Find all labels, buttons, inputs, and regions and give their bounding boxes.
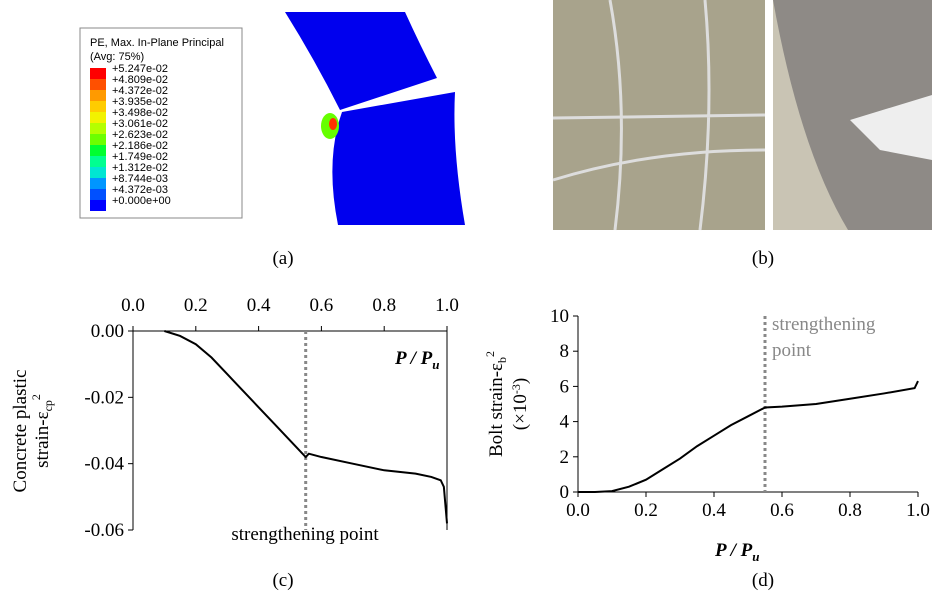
panel-label: (c)	[272, 570, 293, 591]
y-tick-label: -0.04	[84, 454, 124, 475]
y-tick-label: 10	[550, 306, 569, 327]
panel-label: (b)	[752, 248, 774, 269]
legend-box	[79, 27, 243, 219]
legend-label: +0.000e+00	[112, 195, 171, 207]
legend-label: +4.809e-02	[112, 74, 168, 86]
y-tick-label: 0.00	[91, 321, 124, 342]
x-axis-label: P / Pu	[714, 540, 760, 564]
legend-label: +3.935e-02	[112, 96, 168, 108]
photo-2-crack	[850, 95, 932, 160]
legend-label: +3.498e-02	[112, 107, 168, 119]
legend-label: +4.372e-02	[112, 85, 168, 97]
panel-label: (a)	[272, 248, 293, 269]
y-axis-label: Bolt strain-εb2(×10-3)	[483, 351, 531, 457]
legend-swatch	[90, 112, 106, 123]
legend-label: +8.744e-03	[112, 173, 168, 185]
strain-peak	[329, 118, 337, 130]
legend-swatch	[90, 123, 106, 134]
y-tick-label: 2	[560, 447, 570, 468]
x-tick-label: 0.8	[372, 295, 396, 316]
legend-swatch	[90, 68, 106, 79]
legend-swatch	[90, 156, 106, 167]
x-axis-label: P / Pu	[394, 348, 440, 372]
annotation: strengthening point	[231, 524, 379, 545]
x-tick-label: 0.4	[702, 500, 726, 521]
legend-label: +1.749e-02	[112, 151, 168, 163]
y-tick-label: 4	[560, 412, 570, 433]
x-tick-label: 0.0	[566, 500, 590, 521]
x-tick-label: 0.8	[838, 500, 862, 521]
x-tick-label: 0.4	[247, 295, 271, 316]
legend-swatch	[90, 101, 106, 112]
x-tick-label: 0.2	[634, 500, 658, 521]
legend-swatch	[90, 189, 106, 200]
segment-upper	[285, 12, 437, 110]
legend-subtitle: (Avg: 75%)	[90, 51, 144, 63]
legend-label: +1.312e-02	[112, 162, 168, 174]
photo-cracks	[552, 0, 766, 231]
x-tick-label: 0.6	[310, 295, 334, 316]
legend-swatch	[90, 90, 106, 101]
x-tick-label: 0.2	[184, 295, 208, 316]
y-tick-label: -0.02	[84, 387, 124, 408]
legend-label: +2.186e-02	[112, 140, 168, 152]
legend-swatch	[90, 79, 106, 90]
y-tick-label: 8	[560, 341, 570, 362]
x-tick-label: 1.0	[906, 500, 930, 521]
data-line	[578, 380, 919, 493]
annotation: strengthening point	[772, 314, 876, 361]
legend: +5.247e-02+4.809e-02+4.372e-02+3.935e-02…	[90, 63, 171, 211]
y-tick-label: -0.06	[84, 520, 124, 541]
x-tick-label: 0.6	[770, 500, 794, 521]
x-tick-label: 0.0	[121, 295, 145, 316]
y-tick-label: 0	[560, 482, 570, 503]
y-axis-label: Concrete plasticstrain-εcp2	[10, 370, 55, 493]
legend-title: PE, Max. In-Plane Principal	[90, 37, 224, 49]
legend-swatch	[90, 167, 106, 178]
legend-swatch	[90, 200, 106, 211]
legend-label: +5.247e-02	[112, 63, 168, 75]
legend-swatch	[90, 145, 106, 156]
legend-swatch	[90, 134, 106, 145]
y-tick-label: 6	[560, 376, 570, 397]
legend-label: +4.372e-03	[112, 184, 168, 196]
legend-label: +2.623e-02	[112, 129, 168, 141]
segment-lower	[332, 92, 465, 225]
legend-label: +3.061e-02	[112, 118, 168, 130]
photo-2-dark	[773, 0, 932, 230]
data-line	[164, 330, 448, 524]
x-tick-label: 1.0	[435, 295, 459, 316]
legend-swatch	[90, 178, 106, 189]
panel-label: (d)	[752, 570, 774, 591]
